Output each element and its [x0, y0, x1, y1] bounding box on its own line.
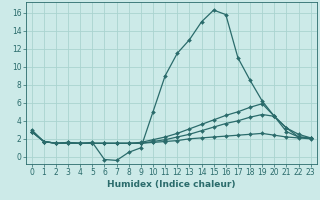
X-axis label: Humidex (Indice chaleur): Humidex (Indice chaleur)	[107, 180, 236, 189]
